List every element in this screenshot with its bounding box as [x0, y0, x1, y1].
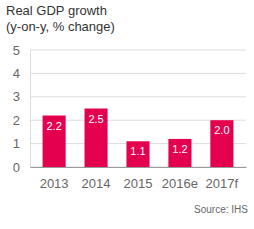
bar [210, 120, 233, 167]
x-axis-line [31, 167, 247, 168]
y-tick-label: 0 [13, 160, 20, 175]
y-tick-label: 2 [13, 113, 20, 128]
chart-svg: Real GDP growth(y-on-y, % change) 0 1 2 3 4 5 2… [0, 0, 254, 229]
bars [43, 109, 234, 168]
data-label: 2.5 [88, 113, 103, 125]
data-label: 2.2 [46, 120, 61, 132]
x-tick-label: 2014 [82, 176, 111, 191]
title: Real GDP growth [6, 3, 107, 18]
x-tick: 2015 [124, 167, 153, 191]
y-axis-line [30, 51, 31, 168]
subtitle: (y-on-y, % change) [6, 19, 115, 34]
grid-line [30, 50, 246, 51]
y-tick: 3 [13, 89, 30, 104]
grid [30, 50, 246, 167]
chart-container: Real GDP growth(y-on-y, % change) 0 1 2 3 4 5 2… [0, 0, 254, 229]
data-label: 1.2 [172, 143, 187, 155]
x-tick: 2014 [82, 167, 111, 191]
y-tick: 5 [13, 43, 30, 58]
x-tick: 2016e [162, 167, 198, 191]
x-tick-label: 2016e [162, 176, 198, 191]
grid-line [30, 96, 246, 97]
data-label: 1.1 [130, 145, 145, 157]
bar [126, 141, 149, 167]
grid-line [30, 73, 246, 74]
bar [43, 116, 66, 167]
y-tick-label: 1 [13, 136, 20, 151]
x-tick-label: 2013 [40, 176, 69, 191]
y-tick: 2 [13, 113, 30, 128]
plot: 0 1 2 3 4 5 2013 2014 2015 2016e 2017f 2.2 2.5 1.1 1.2… [13, 43, 247, 192]
y-axis: 0 1 2 3 4 5 [13, 43, 31, 175]
x-axis: 2013 2014 2015 2016e 2017f [31, 167, 247, 191]
y-tick-label: 4 [13, 66, 20, 81]
x-tick-label: 2017f [206, 176, 239, 191]
y-tick-label: 3 [13, 89, 20, 104]
data-label: 2.0 [214, 124, 229, 136]
y-tick-label: 5 [13, 43, 20, 58]
y-tick: 1 [13, 136, 30, 151]
source: Source: IHS [194, 204, 248, 215]
y-tick: 0 [13, 160, 30, 175]
y-tick: 4 [13, 66, 30, 81]
x-tick: 2013 [40, 167, 69, 191]
bar [85, 109, 108, 168]
data-labels: 2.2 2.5 1.1 1.2 2.0 [46, 113, 229, 158]
x-tick-label: 2015 [124, 176, 153, 191]
bar [168, 139, 191, 167]
x-tick: 2017f [206, 167, 239, 191]
